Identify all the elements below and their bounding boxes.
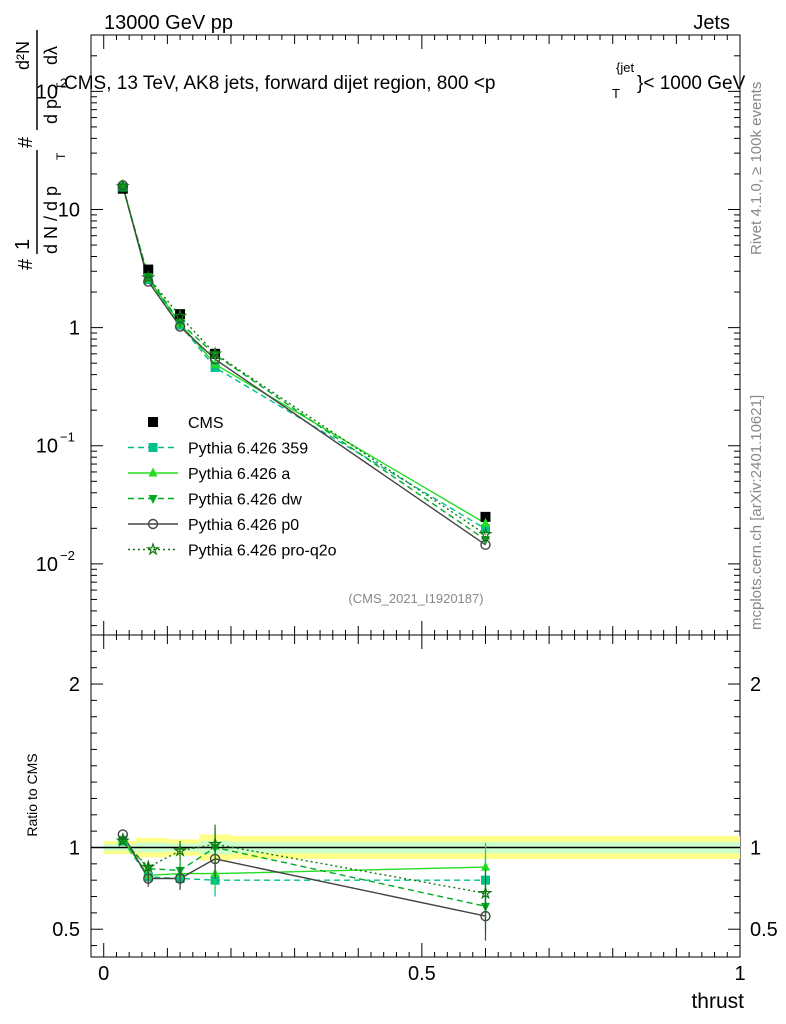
upper-ytick-label: 10 xyxy=(36,436,58,458)
upper-ytick-label: 1 xyxy=(69,318,80,340)
legend-marker xyxy=(148,467,158,477)
lower-ytick-label-left: 0.5 xyxy=(52,919,80,941)
upper-series-line xyxy=(122,186,486,535)
legend-marker-cms xyxy=(148,417,158,427)
ratio-series-marker xyxy=(174,873,186,884)
upper-series-marker xyxy=(115,178,130,193)
legend-marker xyxy=(147,518,159,530)
upper-ytick-exponent: −2 xyxy=(60,548,75,563)
upper-ytick-label: 10 xyxy=(36,81,58,103)
upper-series xyxy=(115,178,493,551)
header-right: Jets xyxy=(693,12,730,34)
upper-series-line xyxy=(122,186,486,530)
upper-series-marker xyxy=(478,526,493,541)
ratio-ylabel: Ratio to CMS xyxy=(24,753,40,836)
title-sup: {jet xyxy=(616,60,634,75)
upper-series-marker xyxy=(141,270,156,284)
upper-series-marker xyxy=(172,308,188,323)
upper-ylabel: # 1 d N / d p T # d p T d²N dλ xyxy=(12,30,68,270)
ratio-series-marker xyxy=(480,861,490,871)
legend-marker xyxy=(148,495,158,504)
ylabel-one: 1 xyxy=(12,239,34,250)
upper-series-marker xyxy=(480,539,491,551)
ratio-series-marker xyxy=(117,829,129,840)
upper-series-line xyxy=(122,186,486,541)
ratio-series-marker xyxy=(172,843,188,857)
lower-ytick-label-left: 1 xyxy=(69,837,80,859)
upper-ytick-label: 10 xyxy=(36,554,58,576)
ylabel-hash1: # xyxy=(15,258,37,270)
ylabel-d2N: d²N xyxy=(13,41,33,70)
upper-series-marker xyxy=(207,346,223,360)
ylabel-dN: d N / d p xyxy=(41,186,61,254)
xtick-label: 1 xyxy=(734,963,745,985)
title-main: CMS, 13 TeV, AK8 jets, forward dijet reg… xyxy=(64,73,495,94)
ylabel-T2: T xyxy=(54,82,68,90)
xlabel: thrust xyxy=(691,990,744,1013)
upper-series-marker xyxy=(209,354,221,365)
upper-series-marker xyxy=(480,517,490,527)
lower-axes: 0 0.5 10.5 0.51 12 2 xyxy=(52,635,778,985)
upper-series-marker xyxy=(174,321,186,332)
ylabel-dp: d p xyxy=(41,99,61,124)
xtick-label: 0 xyxy=(98,963,109,985)
lower-plot-frame xyxy=(90,634,741,958)
title-end: }< 1000 GeV xyxy=(637,73,746,94)
lower-ytick-label-right: 1 xyxy=(750,837,761,859)
upper-series-marker xyxy=(175,319,185,329)
legend-label: Pythia 6.426 pro-q2o xyxy=(188,543,337,560)
ratio-series-marker xyxy=(207,836,223,851)
title-sub: T xyxy=(612,86,620,101)
lower-ytick-label-left: 2 xyxy=(69,674,80,696)
legend-marker xyxy=(148,443,158,452)
xtick-label: 0.5 xyxy=(408,963,436,985)
ylabel-T1: T xyxy=(54,152,68,160)
rivet-label: Rivet 4.1.0, ≥ 100k events xyxy=(748,82,765,255)
mcplots-label: mcplots.cern.ch [arXiv:2401.10621] xyxy=(748,395,765,630)
ratio-uncertainty-band xyxy=(91,834,740,861)
cms-data-point xyxy=(143,264,154,275)
chart-title: CMS, 13 TeV, AK8 jets, forward dijet reg… xyxy=(64,60,746,101)
ratio-series-marker xyxy=(478,885,493,900)
legend-label: Pythia 6.426 p0 xyxy=(188,517,299,534)
upper-series-marker xyxy=(143,276,154,287)
upper-ytick-exponent: 2 xyxy=(60,75,67,90)
ratio-series-marker xyxy=(143,873,154,884)
ratio-series-marker xyxy=(141,859,156,874)
ylabel-dl: dλ xyxy=(41,46,61,65)
lower-ytick-label-right: 2 xyxy=(750,674,761,696)
ylabel-hash2: # xyxy=(15,136,37,148)
upper-ytick-exponent: −1 xyxy=(60,430,75,445)
header-left: 13000 GeV pp xyxy=(104,12,233,34)
legend-label: Pythia 6.426 a xyxy=(188,466,290,483)
analysis-watermark: (CMS_2021_I1920187) xyxy=(348,591,483,606)
lower-series xyxy=(115,824,493,941)
cms-data-point xyxy=(480,511,491,522)
cms-data-point xyxy=(175,309,186,320)
ratio-series-marker xyxy=(115,833,130,848)
upper-ytick-label: 10 xyxy=(58,199,80,221)
legend-label: Pythia 6.426 359 xyxy=(188,441,308,458)
legend-label: CMS xyxy=(188,415,224,432)
legend-marker xyxy=(145,542,161,556)
legend: CMS Pythia 6.426 359 Pythia 6.426 a Pythia … xyxy=(128,415,337,560)
lower-ytick-label-right: 0.5 xyxy=(750,919,778,941)
legend-label: Pythia 6.426 dw xyxy=(188,492,302,509)
